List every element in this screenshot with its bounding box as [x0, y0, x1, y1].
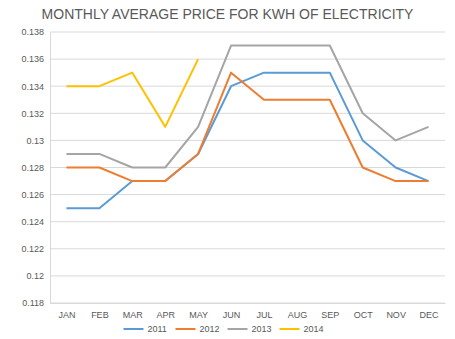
- y-tick-label: 0.122: [21, 244, 44, 254]
- legend-swatch: [280, 328, 300, 330]
- legend-label: 2013: [252, 324, 272, 334]
- x-tick-label: JAN: [58, 310, 75, 320]
- x-tick-label: DEC: [420, 310, 440, 320]
- legend-item: 2012: [176, 324, 220, 334]
- series-line: [66, 73, 428, 181]
- y-tick: 0.122: [21, 244, 50, 254]
- x-tick: NOV: [386, 303, 406, 320]
- x-tick-label: NOV: [386, 310, 406, 320]
- y-tick-label: 0.138: [21, 27, 44, 37]
- x-axis-line: [51, 303, 446, 304]
- title: MONTHLY AVERAGE PRICE FOR KWH OF ELECTRI…: [42, 6, 414, 22]
- legend: 2011 2012 2013 2014: [124, 324, 324, 334]
- y-tick-label: 0.132: [21, 109, 44, 119]
- x-tick: MAR: [123, 303, 144, 320]
- chart: MONTHLY AVERAGE PRICE FOR KWH OF ELECTRI…: [0, 0, 455, 339]
- plot-area: [66, 46, 428, 209]
- series-line: [66, 46, 428, 168]
- y-tick-label: 0.118: [22, 298, 44, 308]
- y-tick: 0.124: [21, 217, 50, 227]
- grid-line: [50, 303, 445, 304]
- y-tick-label: 0.128: [21, 163, 44, 173]
- y-tick: 0.12: [26, 271, 50, 281]
- y-tick-label: 0.136: [21, 54, 44, 64]
- x-tick-label: JUN: [223, 310, 241, 320]
- x-tick-label: OCT: [354, 310, 374, 320]
- series-line: [66, 59, 198, 127]
- x-tick: APR: [156, 303, 175, 320]
- y-tick: 0.128: [21, 163, 50, 173]
- grid-line: [50, 59, 445, 60]
- x-tick-label: SEP: [321, 310, 339, 320]
- x-tick: JUN: [223, 303, 241, 320]
- y-tick-label: 0.124: [21, 217, 44, 227]
- y-tick-label: 0.126: [21, 190, 44, 200]
- legend-swatch: [228, 328, 248, 330]
- y-tick: 0.118: [22, 298, 50, 308]
- y-tick-label: 0.12: [26, 271, 44, 281]
- grid-line: [50, 32, 445, 33]
- x-tick: SEP: [321, 303, 339, 320]
- x-tick-label: MAR: [123, 310, 144, 320]
- grid-line: [50, 275, 445, 276]
- grid-line: [50, 167, 445, 168]
- y-tick: 0.134: [21, 82, 50, 92]
- legend-item: 2014: [280, 324, 324, 334]
- grid-line: [50, 140, 445, 141]
- grid-line: [50, 194, 445, 195]
- x-tick-label: MAY: [189, 310, 208, 320]
- legend-item: 2011: [124, 324, 167, 334]
- y-tick-label: 0.13: [26, 136, 44, 146]
- legend-swatch: [124, 328, 144, 330]
- grid-line: [50, 113, 445, 114]
- y-tick: 0.132: [21, 109, 50, 119]
- x-tick-label: FEB: [91, 310, 109, 320]
- x-tick-label: APR: [156, 310, 175, 320]
- legend-item: 2013: [228, 324, 272, 334]
- x-tick-label: AUG: [288, 310, 308, 320]
- x-tick: DEC: [420, 303, 440, 320]
- y-tick: 0.138: [21, 27, 50, 37]
- y-tick-label: 0.134: [21, 82, 44, 92]
- legend-label: 2011: [148, 324, 167, 334]
- legend-label: 2012: [200, 324, 220, 334]
- series-line: [66, 73, 428, 209]
- y-axis: 0.118 0.12 0.122 0.124 0.126 0.128 0.13 0.132 0.…: [21, 27, 50, 308]
- x-tick: MAY: [189, 303, 208, 320]
- x-tick: JUL: [256, 303, 272, 320]
- legend-swatch: [176, 328, 196, 330]
- y-tick: 0.13: [26, 136, 50, 146]
- x-tick: JAN: [58, 303, 75, 320]
- grid: [50, 32, 445, 303]
- y-tick: 0.126: [21, 190, 50, 200]
- legend-label: 2014: [304, 324, 324, 334]
- x-axis: JAN FEB MAR APR MAY JUN JUL AUG SEP OCT NOV DEC: [51, 303, 446, 320]
- grid-line: [50, 248, 445, 249]
- grid-line: [50, 221, 445, 222]
- x-tick: AUG: [288, 303, 308, 320]
- y-tick: 0.136: [21, 54, 50, 64]
- x-tick-label: JUL: [256, 310, 272, 320]
- x-tick: OCT: [354, 303, 374, 320]
- y-axis-line: [50, 33, 51, 304]
- x-tick: FEB: [91, 303, 109, 320]
